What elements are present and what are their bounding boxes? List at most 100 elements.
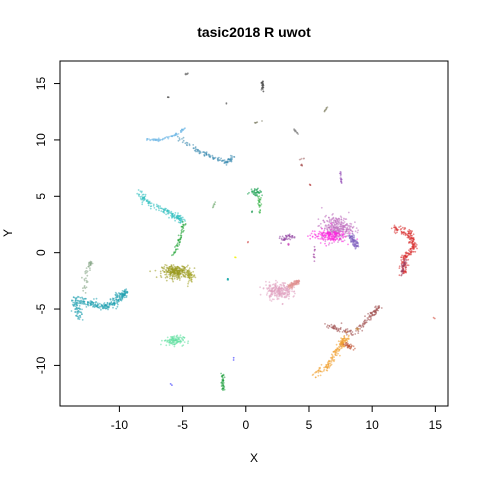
data-point [106, 302, 109, 305]
data-point [406, 233, 408, 236]
data-point [331, 354, 334, 357]
data-point [256, 188, 259, 191]
cluster-6 [146, 127, 186, 143]
data-point [339, 215, 342, 218]
data-point [115, 307, 118, 310]
data-point [404, 234, 407, 237]
data-point [122, 296, 125, 298]
data-point [404, 227, 407, 230]
data-point [396, 229, 399, 232]
data-point [158, 207, 160, 210]
data-point [226, 278, 229, 281]
data-point [289, 283, 291, 285]
data-point [183, 267, 186, 270]
data-point [318, 367, 321, 369]
data-point [324, 227, 326, 230]
data-point [78, 307, 81, 309]
data-point [251, 190, 254, 193]
cluster-2 [136, 189, 187, 224]
data-point [78, 305, 81, 307]
data-point [320, 363, 323, 366]
data-point [257, 197, 260, 200]
data-point [401, 265, 403, 267]
data-point [367, 312, 369, 315]
data-point [173, 274, 175, 277]
data-point [178, 241, 181, 244]
data-point [274, 282, 277, 285]
data-point [323, 221, 326, 223]
data-point [274, 288, 277, 290]
data-point [349, 225, 352, 228]
data-point [334, 351, 337, 354]
data-point [82, 300, 85, 302]
data-point [269, 299, 271, 301]
data-point [176, 135, 179, 138]
data-point [180, 236, 183, 239]
data-point [196, 150, 199, 153]
data-point [361, 329, 364, 332]
data-point [82, 289, 85, 292]
data-point [283, 284, 285, 287]
data-point [189, 272, 192, 275]
data-point [331, 214, 334, 216]
data-point [351, 226, 354, 229]
data-point [280, 289, 283, 292]
data-point [116, 301, 119, 304]
data-point [370, 317, 372, 320]
data-point [176, 276, 179, 279]
data-point [187, 264, 189, 267]
data-point [294, 292, 296, 295]
data-point [124, 294, 126, 297]
data-point [352, 244, 355, 247]
data-point [346, 235, 349, 237]
x-tick-label: -10 [111, 418, 129, 432]
data-point [258, 191, 260, 194]
data-point [179, 272, 182, 275]
data-point [176, 278, 179, 281]
data-point [330, 363, 333, 366]
data-point [340, 233, 343, 235]
data-point [223, 388, 226, 391]
data-point [85, 286, 88, 289]
data-point [167, 211, 170, 213]
data-point [283, 237, 285, 239]
data-point [354, 347, 356, 350]
cluster-22 [211, 201, 217, 209]
data-point [287, 243, 289, 246]
data-point [330, 221, 332, 223]
data-point [160, 276, 163, 279]
data-point [295, 283, 298, 286]
data-point [174, 338, 177, 341]
data-point [126, 291, 129, 294]
data-point [405, 266, 408, 268]
data-point [293, 284, 296, 286]
data-point [300, 157, 303, 160]
data-point [172, 337, 174, 340]
data-point [182, 336, 185, 339]
data-point [340, 322, 343, 325]
data-point [344, 340, 347, 342]
data-point [333, 241, 335, 243]
data-point [75, 307, 78, 309]
data-point [411, 243, 414, 246]
data-point [282, 288, 285, 290]
data-point [329, 365, 331, 367]
data-point [150, 205, 153, 208]
cluster-23 [250, 210, 254, 214]
data-point [313, 233, 316, 236]
data-point [144, 198, 146, 201]
cluster-31 [259, 279, 296, 306]
data-point [276, 285, 279, 287]
data-point [188, 270, 191, 273]
data-point [260, 203, 263, 206]
data-point [137, 193, 140, 196]
y-tick-label: 10 [34, 133, 48, 147]
data-point [113, 300, 115, 302]
data-point [76, 299, 79, 302]
data-point [152, 204, 155, 207]
cluster-41 [246, 240, 250, 244]
data-point [281, 303, 284, 306]
data-point [317, 237, 320, 240]
data-point [398, 226, 400, 229]
data-point [403, 259, 405, 262]
